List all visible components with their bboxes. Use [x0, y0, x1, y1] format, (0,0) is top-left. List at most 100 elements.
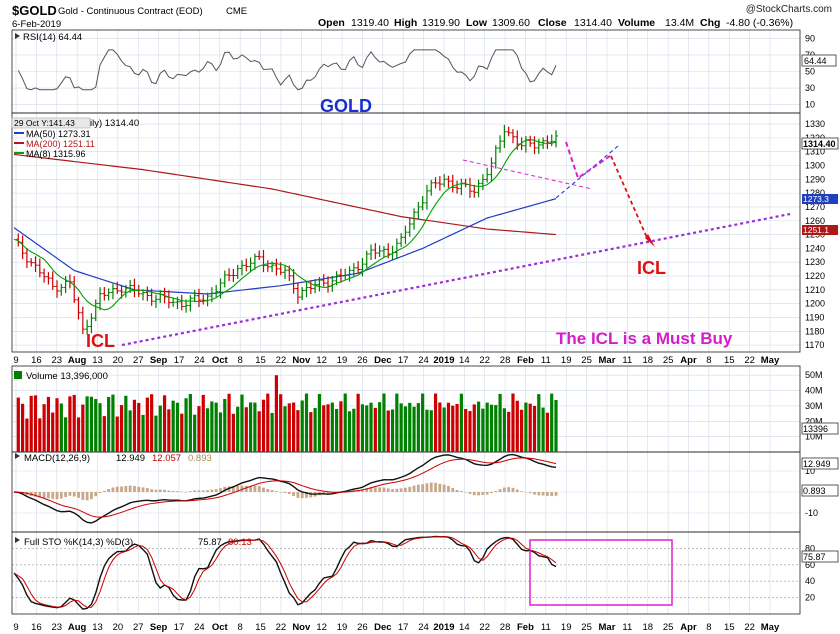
x-tick-label: Apr	[680, 622, 697, 633]
macd-hist-bar	[309, 492, 313, 498]
macd-hist-bar	[72, 492, 76, 497]
sto-highlight-box	[529, 539, 673, 606]
volume-bar	[343, 393, 347, 452]
arrow-head	[645, 234, 655, 247]
x-tick-label: 20	[113, 355, 124, 366]
volume-bar	[360, 404, 365, 452]
macd-hist-bar	[111, 487, 115, 492]
ohlc-bar	[141, 289, 146, 301]
x-tick-label: 8	[238, 355, 243, 366]
macd-hist-bar	[369, 487, 373, 492]
macd-hist-bar	[262, 487, 265, 492]
ohlc-bar	[110, 283, 115, 300]
volume-bar	[408, 402, 412, 452]
volume-bar	[352, 408, 356, 452]
ohlc-bar	[29, 258, 34, 267]
ohlc-bar	[257, 250, 262, 260]
macd-hist-bar	[537, 492, 541, 496]
macd-hist-bar	[55, 492, 59, 500]
ohlc-bar	[252, 253, 257, 270]
ohlc-bar	[42, 268, 47, 283]
x-tick-label: Sep	[150, 355, 168, 366]
macd-hist-bar	[447, 485, 450, 492]
macd-hist-bar	[120, 486, 123, 492]
ohlc-bar	[480, 174, 485, 191]
x-tick-label: 22	[276, 622, 287, 633]
macd-hist-bar	[249, 486, 252, 492]
ohlc-bar	[442, 173, 447, 188]
volume-bar	[511, 393, 515, 452]
volume-bar	[33, 395, 38, 452]
macd-hist-bar	[133, 486, 136, 492]
x-tick-label: Dec	[374, 622, 391, 633]
macd-hist-bar	[158, 489, 162, 492]
macd-hist-bar	[180, 491, 184, 493]
sto-legend: Full STO %K(14,3) %D(3) 75.87 80.13	[15, 537, 252, 548]
ohlc-bar	[192, 289, 197, 303]
ohlc-bar	[313, 278, 318, 294]
macd-hist-bar	[81, 492, 85, 500]
x-tick-label: 25	[581, 355, 592, 366]
macd-hist-bar	[227, 486, 231, 492]
volume-bar	[184, 398, 188, 452]
macd-hist-bar	[442, 484, 446, 492]
sto-label: Full STO %K(14,3) %D(3)	[24, 537, 133, 548]
macd-hist-bar	[292, 492, 296, 496]
volume-bar	[64, 417, 68, 452]
chart-date: 6-Feb-2019	[12, 19, 61, 30]
macd-tick-label: -10	[805, 508, 818, 518]
ohlc-bar	[536, 138, 541, 154]
volume-bar	[313, 408, 317, 452]
x-tick-label: 13	[92, 622, 103, 633]
x-tick-label: 24	[418, 355, 429, 366]
volume-bar	[528, 403, 532, 452]
x-tick-label: 25	[663, 355, 674, 366]
ohlc-bar	[420, 195, 425, 211]
x-tick-label: Aug	[68, 355, 87, 366]
x-tick-label: 22	[744, 622, 755, 633]
macd-hist-bar	[137, 486, 141, 492]
ohlc-bar	[265, 260, 270, 272]
macd-hist-bar	[193, 490, 197, 492]
low-label: Low	[466, 17, 488, 29]
macd-hist-bar	[365, 488, 369, 492]
ohlc-bar	[80, 306, 85, 335]
ohlc-bar	[231, 269, 236, 282]
x-tick-label: 28	[500, 355, 511, 366]
volume-bar	[390, 409, 395, 452]
x-tick-label: 17	[398, 355, 409, 366]
x-tick-label: 14	[459, 355, 470, 366]
macd-hist-bar	[171, 490, 175, 492]
volume-tick-label: 30M	[805, 401, 823, 411]
ohlc-bar	[399, 233, 404, 247]
ohlc-bar	[532, 136, 537, 155]
volume-bar	[197, 406, 201, 452]
macd-hist-bar	[231, 486, 235, 492]
ohlc-bar	[485, 167, 490, 183]
rsi-last-tag-box	[801, 54, 837, 67]
macd-hist-bar	[176, 491, 179, 492]
macd-hist-bar	[386, 488, 390, 492]
ohlc-bar	[85, 319, 90, 335]
x-tick-label: 22	[479, 622, 490, 633]
sto-tick-label: 40	[805, 576, 815, 586]
ohlc-bar	[98, 287, 103, 311]
x-tick-label: 19	[561, 622, 572, 633]
ohlc-bar	[106, 288, 111, 301]
volume-bar	[270, 412, 274, 452]
macd-hist-bar	[507, 487, 511, 492]
icl-right-label: ICL	[637, 258, 666, 278]
volume-bar	[515, 400, 519, 452]
volume-bar	[210, 401, 214, 452]
rsi-tick-label: 50	[805, 67, 815, 77]
ohlc-bar	[304, 282, 309, 298]
macd-hist-bar	[545, 492, 549, 496]
volume-bar	[403, 406, 408, 452]
ohlc-summary: Open 1319.40 High 1319.90 Low 1309.60 Cl…	[318, 17, 793, 29]
volume-bar	[59, 403, 63, 452]
ohlc-bar	[347, 266, 352, 282]
rsi-tick-label: 10	[805, 100, 815, 110]
rsi-last-tag: 64.44	[804, 56, 827, 66]
macd-hist-bar	[59, 492, 63, 499]
macd-hist-bar	[485, 492, 489, 495]
